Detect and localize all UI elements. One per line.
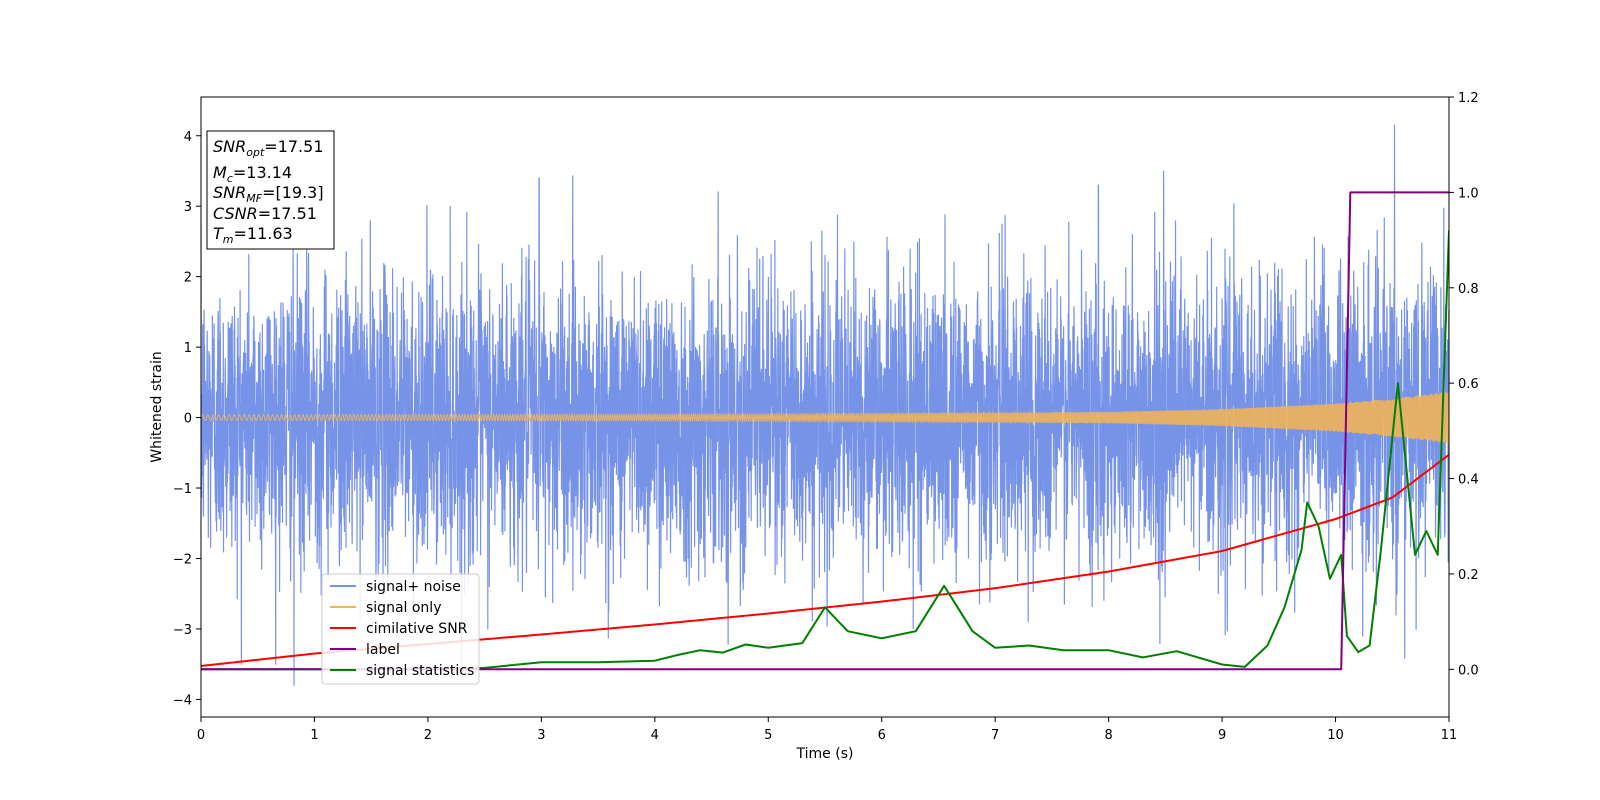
legend-entry-signal-noise: signal+ noise [330, 579, 461, 595]
plot-frame [200, 96, 1450, 718]
x-tick-label: 5 [764, 728, 772, 743]
legend: signal+ noise signal only cimilative SNR… [321, 573, 480, 685]
y-tick-label-left: −4 [173, 693, 192, 708]
legend-label-signal-only: signal only [366, 600, 441, 616]
y-tick-label-left: −2 [173, 552, 192, 567]
stats-annotation: SNRopt=17.51 Mc=13.14 SNRMF=[19.3] CSNR=… [206, 130, 335, 250]
y-tick-label-right: 1.0 [1458, 186, 1479, 201]
legend-label-cumulative-snr: cimilative SNR [366, 621, 468, 637]
x-tick-label: 8 [1104, 728, 1112, 743]
y-tick-label-left: 0 [184, 412, 192, 427]
x-tick-label: 6 [878, 728, 886, 743]
annotation-mc: Mc=13.14 [213, 163, 292, 185]
x-tick-label: 1 [310, 728, 318, 743]
legend-box [321, 573, 480, 685]
series-signal-statistics [201, 230, 1449, 671]
legend-entry-label: label [330, 642, 400, 658]
y-tick-label-right: 1.2 [1458, 91, 1479, 106]
y-axis-label: Whitened strain [149, 351, 165, 462]
legend-label-signal-statistics: signal statistics [366, 663, 474, 679]
legend-label-signal-noise: signal+ noise [366, 579, 461, 595]
legend-entry-signal-statistics: signal statistics [330, 663, 474, 679]
annotation-box [206, 130, 335, 250]
legend-entry-cumulative-snr: cimilative SNR [330, 621, 468, 637]
y-tick-label-left: 3 [184, 200, 192, 215]
series-label [201, 191, 1449, 671]
y-tick-label-right: 0.0 [1458, 663, 1479, 678]
annotation-snr-mf: SNRMF=[19.3] [213, 183, 324, 205]
y-tick-label-left: 2 [184, 271, 192, 286]
y-tick-label-left: 1 [184, 341, 192, 356]
x-tick-label: 3 [537, 728, 545, 743]
series-signal-noise [201, 124, 1449, 686]
y-tick-label-left: −1 [173, 482, 192, 497]
legend-entry-signal-only: signal only [330, 600, 441, 616]
legend-label-label: label [366, 642, 400, 658]
series-signal-only [201, 392, 1449, 444]
y-tick-label-right: 0.2 [1458, 568, 1479, 583]
x-axis-label: Time (s) [796, 746, 854, 762]
y-tick-label-left: −3 [173, 623, 192, 638]
annotation-csnr: CSNR=17.51 [213, 204, 317, 223]
y-tick-label-right: 0.4 [1458, 473, 1479, 488]
x-tick-label: 9 [1218, 728, 1226, 743]
x-tick-label: 10 [1327, 728, 1344, 743]
y-tick-label-right: 0.6 [1458, 377, 1479, 392]
y-tick-label-left: 4 [184, 130, 192, 145]
x-tick-label: 4 [651, 728, 659, 743]
y-tick-label-right: 0.8 [1458, 282, 1479, 297]
x-tick-label: 11 [1441, 728, 1458, 743]
annotation-snr-opt: SNRopt=17.51 [213, 137, 324, 159]
x-tick-label: 2 [424, 728, 432, 743]
annotation-tm: Tm=11.63 [213, 224, 293, 246]
x-tick-label: 0 [197, 728, 205, 743]
x-tick-label: 7 [991, 728, 999, 743]
